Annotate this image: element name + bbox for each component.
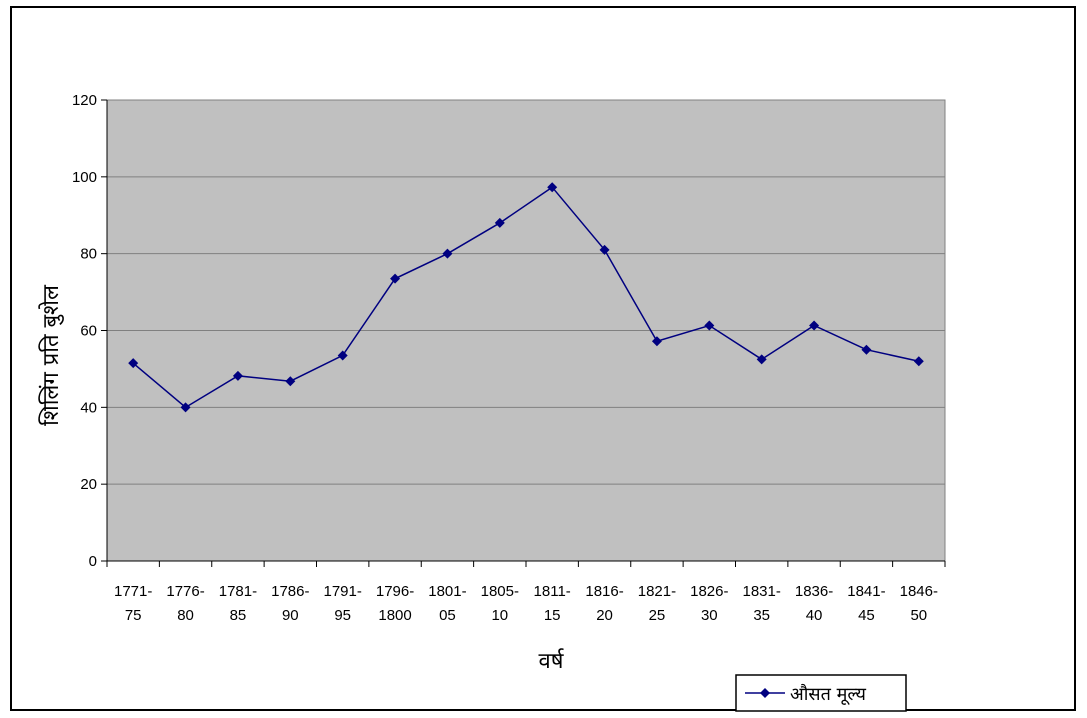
y-tick-label: 20 xyxy=(80,476,97,493)
data-point-marker xyxy=(913,356,924,367)
y-axis-title: शिलिंग प्रति बुशेल xyxy=(38,284,64,426)
y-tick-labels: 0 20 40 60 80 100 120 xyxy=(72,92,97,570)
data-point-marker xyxy=(809,320,820,331)
x-axis-title: वर्ष xyxy=(539,648,565,674)
x-tick-label: 10 xyxy=(491,607,508,624)
x-tick-label: 20 xyxy=(596,607,613,624)
y-tick-label: 100 xyxy=(72,169,97,186)
legend: औसत मूल्य xyxy=(735,674,907,712)
data-point-marker xyxy=(651,336,662,347)
legend-label: औसत मूल्य xyxy=(790,683,867,705)
x-tick-label: 1796- xyxy=(376,583,414,600)
x-tick-label: 1836- xyxy=(795,583,833,600)
data-point-marker xyxy=(390,273,401,284)
x-tick-label: 1800 xyxy=(378,607,411,624)
series-group xyxy=(128,182,924,413)
x-tick-label: 1831- xyxy=(743,583,781,600)
x-tick-label: 75 xyxy=(125,607,142,624)
data-point-marker xyxy=(128,358,139,369)
x-tick-label: 40 xyxy=(806,607,823,624)
data-point-marker xyxy=(232,370,243,381)
data-point-marker xyxy=(337,350,348,361)
data-point-marker xyxy=(547,182,558,193)
x-tick-label: 1781- xyxy=(219,583,257,600)
y-tick-label: 0 xyxy=(89,553,97,570)
x-tick-label: 95 xyxy=(334,607,351,624)
x-tick-label: 30 xyxy=(701,607,718,624)
gridlines xyxy=(107,176,945,485)
data-point-marker xyxy=(180,402,191,413)
x-tick-label: 05 xyxy=(439,607,456,624)
x-tick-label: 1816- xyxy=(585,583,623,600)
x-tick-label: 1805- xyxy=(481,583,519,600)
x-tick-label: 1826- xyxy=(690,583,728,600)
x-tick-label: 1821- xyxy=(638,583,676,600)
x-tick-label: 80 xyxy=(177,607,194,624)
y-tick-label: 60 xyxy=(80,323,97,340)
x-tick-label: 50 xyxy=(910,607,927,624)
x-tick-label: 1811- xyxy=(534,583,571,600)
x-tick-label: 25 xyxy=(649,607,666,624)
y-tick-label: 40 xyxy=(80,399,97,416)
series-line xyxy=(132,186,919,409)
y-tick-label: 120 xyxy=(72,92,97,109)
legend-marker-icon xyxy=(760,688,770,698)
x-tick-label: 1801- xyxy=(428,583,466,600)
data-point-marker xyxy=(704,320,715,331)
x-tick-label: 1786- xyxy=(271,583,309,600)
x-tick-label: 1771- xyxy=(114,583,152,600)
x-tick-label: 1841- xyxy=(847,583,885,600)
x-tick-label: 1776- xyxy=(166,583,204,600)
x-tick-label: 35 xyxy=(753,607,770,624)
x-tick-label: 1846- xyxy=(900,583,938,600)
data-point-marker xyxy=(442,248,453,259)
data-point-marker xyxy=(756,354,767,365)
data-point-marker xyxy=(861,344,872,355)
x-tick-label: 1791- xyxy=(324,583,362,600)
data-point-marker xyxy=(599,244,610,255)
x-tick-label: 90 xyxy=(282,607,299,624)
y-tick-label: 80 xyxy=(80,246,97,263)
data-point-marker xyxy=(285,376,296,387)
x-tick-label: 15 xyxy=(544,607,561,624)
x-tick-labels: 1771- 75 1776- 80 1781- 85 1786- 90 1791- 95 1796-… xyxy=(114,583,938,624)
x-tick-label: 45 xyxy=(858,607,875,624)
x-tick-label: 85 xyxy=(230,607,247,624)
data-point-marker xyxy=(494,217,505,228)
axes xyxy=(101,99,946,567)
